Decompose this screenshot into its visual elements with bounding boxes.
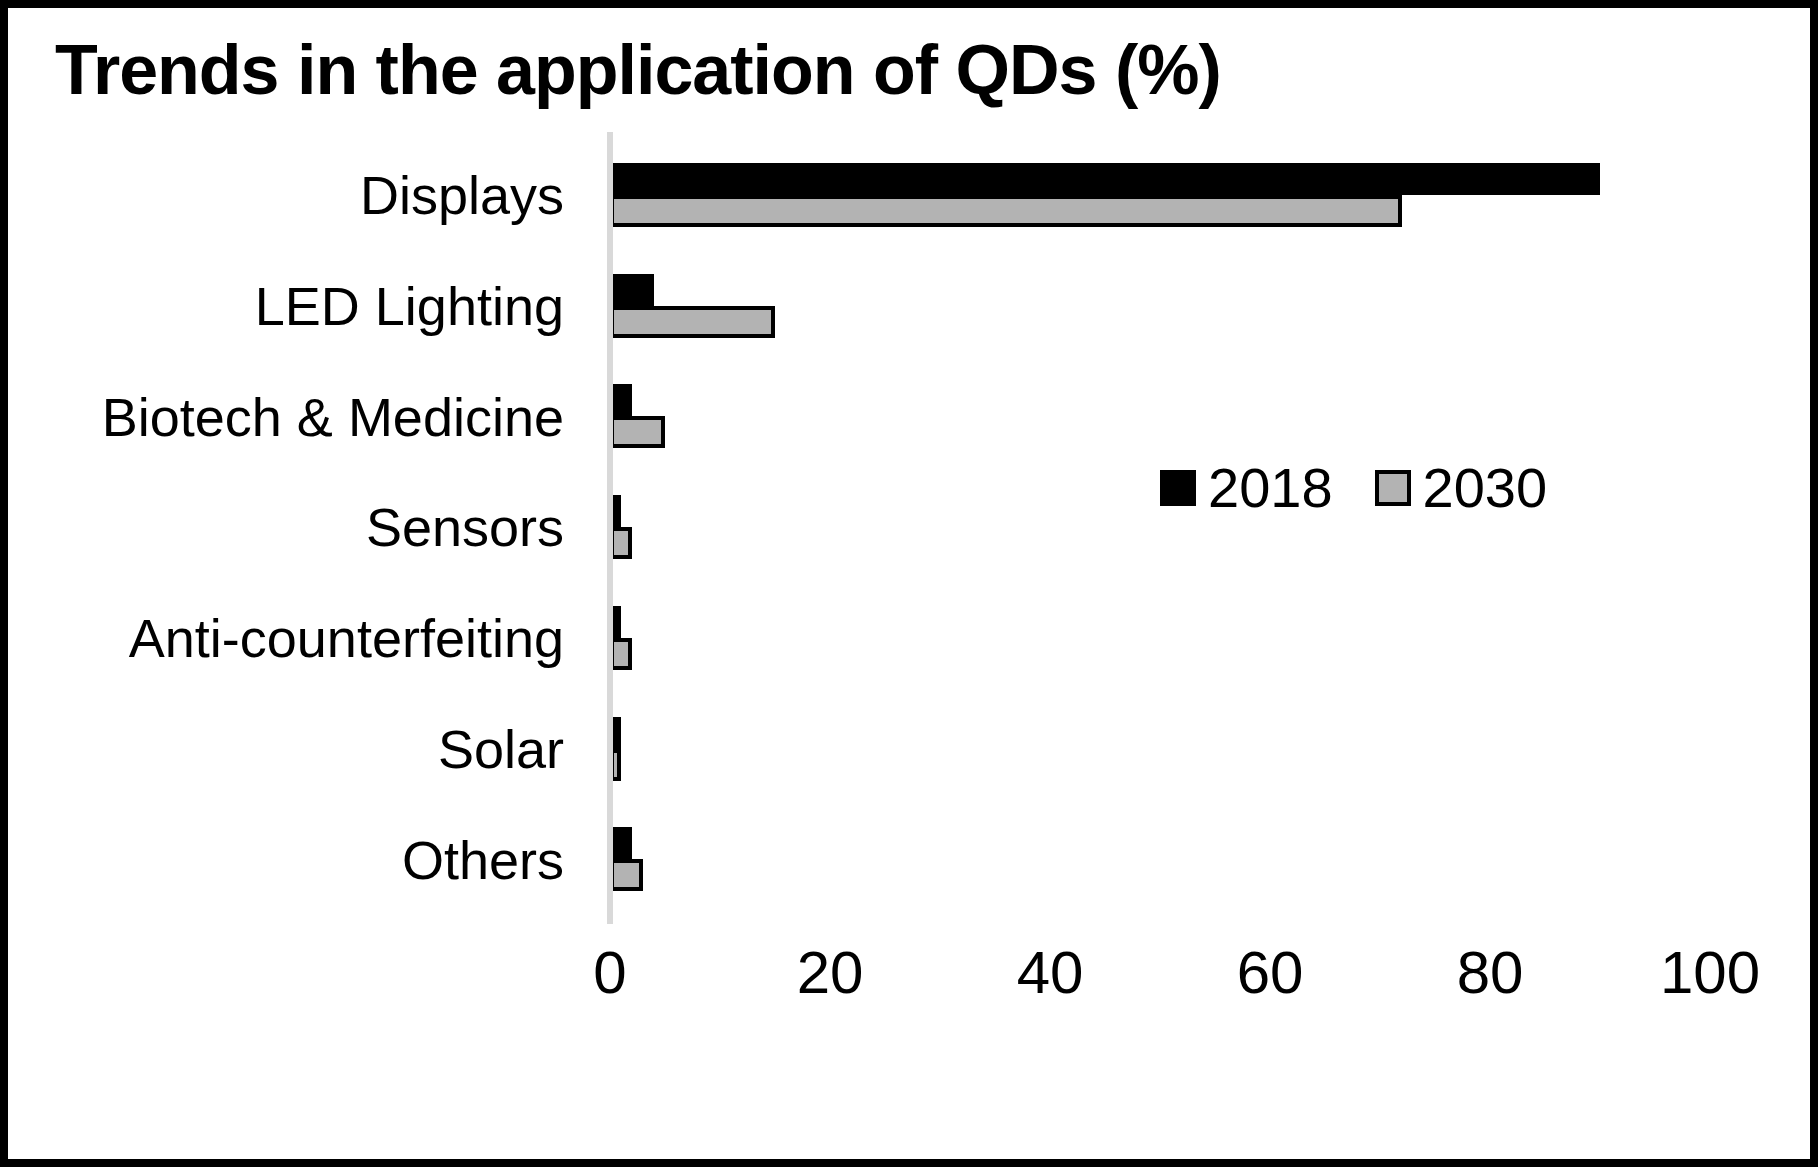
- bar-2030-biotech-medicine: [610, 416, 665, 448]
- legend: 2018 2030: [1160, 460, 1547, 516]
- bar-row-displays: [610, 140, 1710, 251]
- x-tick-40: 40: [1017, 938, 1084, 1007]
- category-label-displays: Displays: [8, 140, 564, 251]
- x-tick-100: 100: [1660, 938, 1760, 1007]
- bar-2018-others: [610, 827, 632, 859]
- bar-2030-others: [610, 859, 643, 891]
- plot-area: [610, 140, 1710, 915]
- bar-2018-displays: [610, 163, 1600, 195]
- bar-2018-led-lighting: [610, 274, 654, 306]
- bar-rows: [610, 140, 1710, 915]
- x-axis: 020406080100: [610, 938, 1710, 1018]
- bar-2030-sensors: [610, 527, 632, 559]
- legend-swatch-2018: [1160, 470, 1196, 506]
- x-tick-20: 20: [797, 938, 864, 1007]
- y-axis-line: [607, 132, 613, 924]
- bar-2030-led-lighting: [610, 306, 775, 338]
- category-label-solar: Solar: [8, 694, 564, 805]
- chart-frame: Trends in the application of QDs (%) Dis…: [0, 0, 1818, 1167]
- bar-row-anti-counterfeiting: [610, 583, 1710, 694]
- legend-swatch-2030: [1375, 470, 1411, 506]
- bar-row-solar: [610, 694, 1710, 805]
- category-label-others: Others: [8, 804, 564, 915]
- bar-2030-anti-counterfeiting: [610, 638, 632, 670]
- category-labels: DisplaysLED LightingBiotech & MedicineSe…: [8, 140, 564, 915]
- legend-label-2018: 2018: [1208, 460, 1333, 516]
- category-label-sensors: Sensors: [8, 472, 564, 583]
- x-tick-80: 80: [1457, 938, 1524, 1007]
- x-tick-60: 60: [1237, 938, 1304, 1007]
- bar-2018-biotech-medicine: [610, 384, 632, 416]
- bar-2030-displays: [610, 195, 1402, 227]
- category-label-biotech-medicine: Biotech & Medicine: [8, 361, 564, 472]
- legend-label-2030: 2030: [1423, 460, 1548, 516]
- bar-row-others: [610, 804, 1710, 915]
- category-label-anti-counterfeiting: Anti-counterfeiting: [8, 583, 564, 694]
- chart-title: Trends in the application of QDs (%): [55, 30, 1221, 110]
- category-label-led-lighting: LED Lighting: [8, 251, 564, 362]
- x-tick-0: 0: [593, 938, 626, 1007]
- bar-row-led-lighting: [610, 251, 1710, 362]
